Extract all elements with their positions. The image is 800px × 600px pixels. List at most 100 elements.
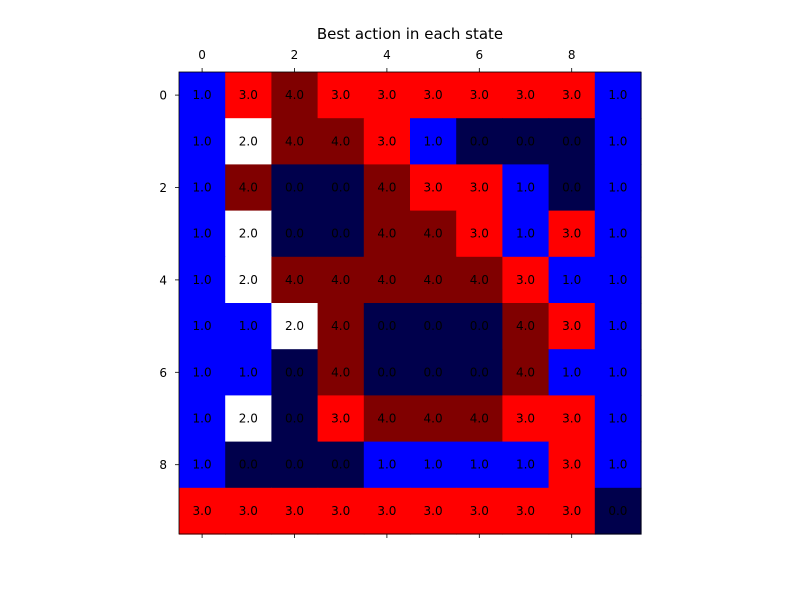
heatmap-cell	[456, 441, 503, 489]
cell-value-label: 1.0	[608, 88, 627, 102]
heatmap-cell	[502, 164, 550, 212]
cell-value-label: 0.0	[516, 134, 535, 148]
heatmap-cell	[410, 256, 457, 304]
cell-value-label: 4.0	[377, 412, 396, 426]
heatmap-cell	[179, 487, 226, 535]
cell-value-label: 0.0	[470, 319, 489, 333]
heatmap-cell	[225, 256, 272, 304]
heatmap-cell	[502, 210, 550, 258]
y-tick-label: 2	[159, 181, 167, 195]
cell-value-label: 3.0	[285, 504, 304, 518]
cell-value-label: 1.0	[516, 227, 535, 241]
cell-value-label: 1.0	[193, 88, 212, 102]
cell-value-label: 4.0	[285, 88, 304, 102]
heatmap-cell	[363, 487, 411, 535]
cell-value-label: 3.0	[516, 412, 535, 426]
heatmap-cell	[271, 164, 319, 212]
heatmap-cell	[363, 395, 411, 443]
heatmap-cell	[502, 487, 550, 535]
heatmap-cell	[410, 303, 457, 350]
cell-value-label: 3.0	[424, 181, 443, 195]
heatmap-cell	[548, 164, 596, 212]
cell-value-label: 3.0	[470, 504, 489, 518]
cell-value-label: 4.0	[377, 273, 396, 287]
heatmap-cell	[363, 441, 411, 489]
cell-value-label: 0.0	[239, 458, 258, 472]
cell-value-label: 4.0	[331, 273, 350, 287]
cell-value-label: 4.0	[470, 412, 489, 426]
cell-value-label: 2.0	[239, 134, 258, 148]
cell-value-label: 4.0	[516, 365, 535, 379]
cell-value-label: 3.0	[470, 181, 489, 195]
cell-value-label: 1.0	[239, 365, 258, 379]
heatmap-cell	[225, 210, 272, 258]
heatmap-cell	[594, 210, 642, 258]
heatmap-cell	[363, 349, 411, 396]
cell-value-label: 3.0	[193, 504, 212, 518]
cell-value-label: 3.0	[516, 88, 535, 102]
cell-value-label: 4.0	[285, 273, 304, 287]
heatmap-cell	[456, 395, 503, 443]
cell-value-label: 3.0	[562, 458, 581, 472]
heatmap-cell	[317, 72, 365, 119]
cell-value-label: 1.0	[424, 134, 443, 148]
cell-value-label: 3.0	[562, 227, 581, 241]
heatmap-cell	[179, 441, 226, 489]
heatmap-cell	[363, 164, 411, 212]
cell-value-label: 1.0	[424, 458, 443, 472]
x-tick-label: 2	[291, 48, 299, 62]
heatmap-cell	[410, 441, 457, 489]
heatmap-cell	[410, 487, 457, 535]
heatmap-cell	[548, 349, 596, 396]
heatmap-cell	[271, 210, 319, 258]
heatmap-cell	[456, 118, 503, 165]
cell-value-label: 1.0	[608, 181, 627, 195]
heatmap-cell	[502, 395, 550, 443]
y-tick-label: 8	[159, 458, 167, 472]
heatmap-cell	[594, 256, 642, 304]
heatmap-cell	[317, 349, 365, 396]
cell-value-label: 4.0	[424, 273, 443, 287]
heatmap-cell	[179, 72, 226, 119]
cell-value-label: 0.0	[608, 504, 627, 518]
cell-value-label: 3.0	[239, 88, 258, 102]
cell-value-label: 1.0	[193, 458, 212, 472]
cell-value-label: 1.0	[608, 412, 627, 426]
cell-value-label: 3.0	[377, 504, 396, 518]
cell-value-label: 0.0	[470, 365, 489, 379]
heatmap-cell	[271, 395, 319, 443]
heatmap-cell	[456, 164, 503, 212]
cell-value-label: 0.0	[285, 412, 304, 426]
heatmap-cell	[410, 118, 457, 165]
heatmap-cell	[594, 349, 642, 396]
heatmap-cell	[594, 303, 642, 350]
cell-value-label: 1.0	[608, 227, 627, 241]
cell-value-label: 2.0	[239, 227, 258, 241]
cell-value-label: 4.0	[331, 319, 350, 333]
cell-value-label: 0.0	[424, 365, 443, 379]
cell-value-label: 1.0	[470, 458, 489, 472]
cell-value-label: 1.0	[193, 319, 212, 333]
cell-value-label: 4.0	[377, 227, 396, 241]
heatmap-cell	[225, 118, 272, 165]
cell-value-label: 0.0	[285, 181, 304, 195]
cell-value-label: 1.0	[516, 458, 535, 472]
cell-value-label: 3.0	[239, 504, 258, 518]
cell-value-label: 0.0	[285, 458, 304, 472]
heatmap-cell	[179, 164, 226, 212]
cell-value-label: 1.0	[608, 134, 627, 148]
cell-value-label: 3.0	[470, 88, 489, 102]
cell-value-label: 0.0	[424, 319, 443, 333]
cell-value-label: 0.0	[562, 134, 581, 148]
cell-value-label: 4.0	[424, 412, 443, 426]
cell-value-label: 4.0	[331, 365, 350, 379]
heatmap-cell	[271, 72, 319, 119]
heatmap-cell	[271, 256, 319, 304]
heatmap-cell	[548, 487, 596, 535]
heatmap-cell	[179, 395, 226, 443]
heatmap-cell	[363, 118, 411, 165]
cell-value-label: 1.0	[608, 273, 627, 287]
cell-value-label: 3.0	[470, 227, 489, 241]
heatmap-cells	[179, 72, 642, 535]
